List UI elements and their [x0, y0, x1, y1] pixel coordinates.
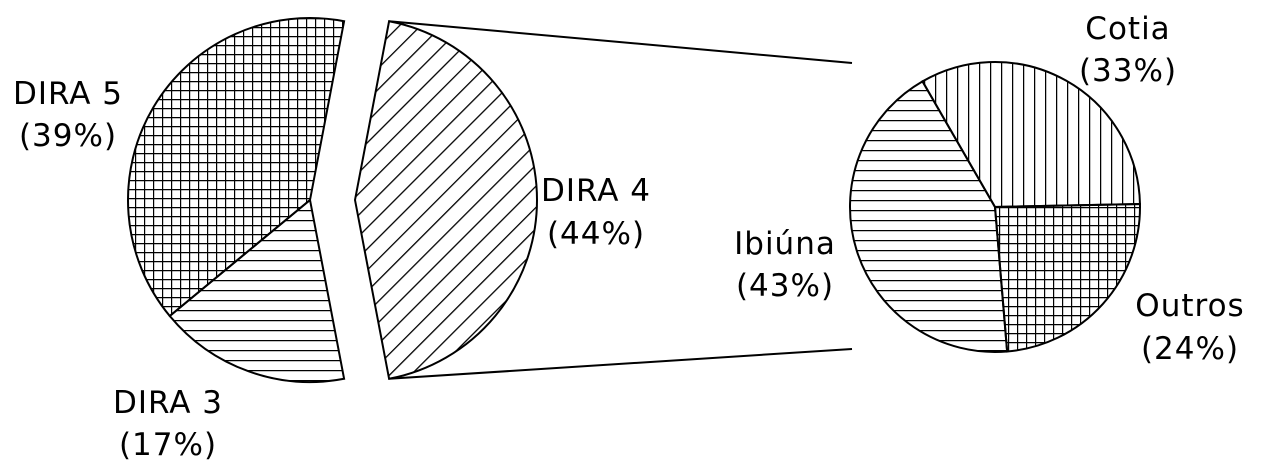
pie-slice-dira-3	[168, 198, 346, 383]
pie-slice-dira-4	[353, 20, 538, 380]
connector-lines	[389, 20, 853, 380]
label-dira-4: DIRA 4	[541, 173, 651, 209]
label-ibiuna: Ibiúna	[734, 226, 836, 262]
connector-line-bottom	[389, 348, 853, 380]
label-cotia-pct: (33%)	[1079, 53, 1177, 89]
label-outros-pct: (24%)	[1141, 331, 1239, 367]
label-dira-4-pct: (44%)	[547, 216, 645, 252]
label-dira-5-pct: (39%)	[19, 118, 117, 154]
pie-slice-outros	[993, 202, 1141, 353]
connector-line-top	[389, 20, 853, 64]
label-cotia: Cotia	[1085, 11, 1170, 47]
main-pie	[127, 17, 538, 383]
pie-slice-ibiuna	[849, 80, 1009, 353]
label-dira-3-pct: (17%)	[119, 427, 217, 463]
label-ibiuna-pct: (43%)	[736, 268, 834, 304]
pie-slice-dira-5	[127, 17, 346, 318]
label-dira-3: DIRA 3	[113, 385, 223, 421]
pie-slice-cotia	[921, 61, 1141, 209]
slice-labels: DIRA 5 (39%) DIRA 4 (44%) DIRA 3 (17%) C…	[13, 11, 1244, 463]
label-outros: Outros	[1135, 288, 1244, 324]
label-dira-5: DIRA 5	[13, 76, 123, 112]
sub-pie	[849, 61, 1141, 353]
